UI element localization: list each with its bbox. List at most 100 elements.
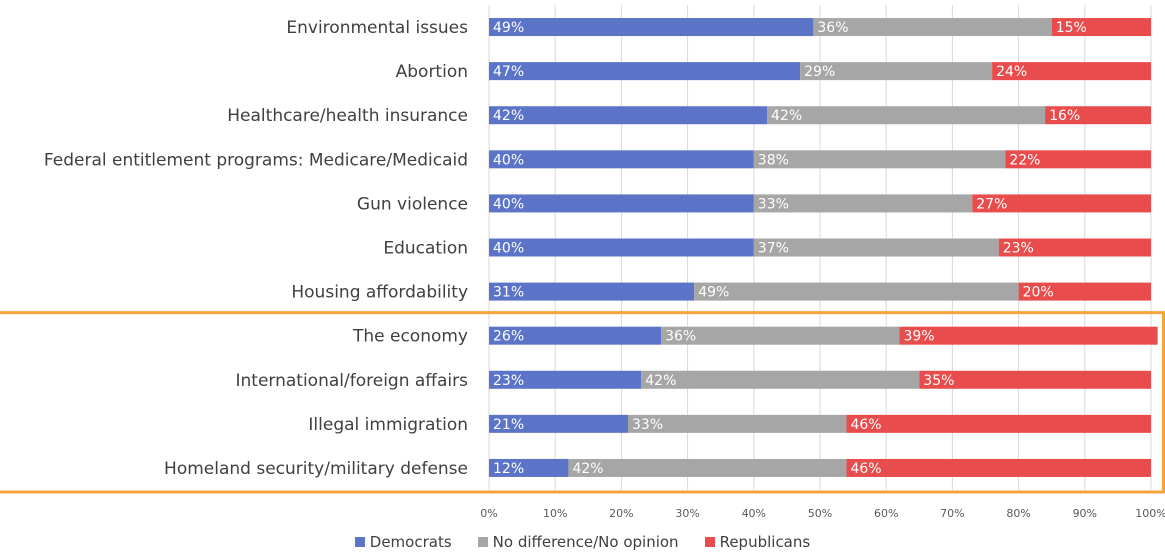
- data-label: 23%: [493, 373, 524, 389]
- x-tick-label: 100%: [1135, 507, 1165, 520]
- data-label: 33%: [758, 196, 789, 212]
- data-label: 27%: [976, 196, 1007, 212]
- category-label: Abortion: [396, 62, 468, 82]
- bar-segment-no-difference: [694, 282, 1019, 301]
- x-axis-ticks: 0% 10% 20% 30% 40% 50% 60% 70% 80% 90% 100%: [480, 507, 1165, 520]
- data-label: 46%: [850, 417, 881, 433]
- category-label: Healthcare/health insurance: [227, 106, 468, 126]
- bar-segment-no-difference: [641, 370, 920, 389]
- data-label: 20%: [1023, 285, 1054, 301]
- bar-segment-republicans: [846, 414, 1151, 433]
- bar-segment-democrats: [489, 18, 814, 37]
- x-tick-label: 70%: [940, 507, 964, 520]
- x-tick-label: 60%: [874, 507, 898, 520]
- data-label: 42%: [493, 108, 524, 124]
- data-label: 26%: [493, 329, 524, 345]
- bar-segment-republicans: [919, 370, 1151, 389]
- bars: 49% 36% 15% 47% 29% 24% 42% 42% 16% 40% 38% 22% 40% 3…: [489, 18, 1158, 477]
- data-label: 47%: [493, 64, 524, 80]
- data-label: 12%: [493, 461, 524, 477]
- data-label: 42%: [572, 461, 603, 477]
- data-label: 40%: [493, 152, 524, 168]
- stacked-bar-chart: Environmental issues Abortion Healthcare/h…: [0, 5, 1165, 520]
- data-label: 16%: [1049, 108, 1080, 124]
- category-label: Federal entitlement programs: Medicare/M…: [44, 150, 468, 170]
- data-label: 36%: [817, 20, 848, 36]
- category-label: The economy: [352, 327, 468, 347]
- legend-label-democrats: Democrats: [369, 533, 452, 551]
- data-label: 21%: [493, 417, 524, 433]
- bar-segment-no-difference: [767, 106, 1046, 125]
- legend-item-democrats: Democrats: [354, 533, 452, 551]
- legend-swatch-republicans: [704, 537, 715, 547]
- data-label: 33%: [632, 417, 663, 433]
- bar-segment-no-difference: [753, 150, 1006, 169]
- data-label: 39%: [903, 329, 934, 345]
- bar-segment-republicans: [899, 326, 1158, 345]
- bar-segment-no-difference: [813, 18, 1052, 37]
- data-label: 42%: [645, 373, 676, 389]
- data-label: 35%: [923, 373, 954, 389]
- bar-segment-republicans: [1018, 282, 1151, 301]
- bar-segment-republicans: [972, 194, 1151, 213]
- legend-swatch-democrats: [354, 537, 365, 547]
- bar-segment-democrats: [489, 326, 662, 345]
- bar-segment-no-difference: [753, 238, 999, 257]
- category-label: Illegal immigration: [308, 415, 468, 435]
- data-label: 42%: [771, 108, 802, 124]
- category-labels: Environmental issues Abortion Healthcare/h…: [44, 18, 468, 479]
- x-tick-label: 30%: [675, 507, 699, 520]
- x-tick-label: 40%: [742, 507, 766, 520]
- x-tick-label: 0%: [480, 507, 497, 520]
- bar-segment-democrats: [489, 414, 629, 433]
- category-label: Environmental issues: [286, 18, 468, 38]
- category-label: Homeland security/military defense: [164, 459, 468, 479]
- bar-segment-no-difference: [800, 62, 993, 81]
- legend-swatch-no-difference: [477, 537, 488, 547]
- bar-segment-no-difference: [568, 458, 847, 477]
- category-label: Gun violence: [357, 194, 468, 214]
- data-label: 31%: [493, 285, 524, 301]
- highlight-box: [0, 311, 1165, 494]
- bar-segment-democrats: [489, 370, 642, 389]
- bar-segment-no-difference: [628, 414, 847, 433]
- bar-segment-republicans: [1005, 150, 1151, 169]
- bar-segment-republicans: [992, 62, 1151, 81]
- bar-segment-no-difference: [661, 326, 900, 345]
- data-label: 24%: [996, 64, 1027, 80]
- x-tick-label: 10%: [543, 507, 567, 520]
- legend: Democrats No difference/No opinion Repub…: [0, 532, 1165, 552]
- data-label: 40%: [493, 196, 524, 212]
- x-tick-label: 50%: [808, 507, 832, 520]
- data-label: 36%: [665, 329, 696, 345]
- bar-segment-democrats: [489, 458, 569, 477]
- legend-item-republicans: Republicans: [704, 533, 811, 551]
- data-label: 15%: [1056, 20, 1087, 36]
- bar-segment-democrats: [489, 106, 768, 125]
- data-label: 37%: [758, 241, 789, 257]
- category-label: Education: [383, 239, 468, 259]
- data-label: 23%: [1003, 241, 1034, 257]
- data-label: 38%: [758, 152, 789, 168]
- legend-label-no-difference: No difference/No opinion: [492, 533, 679, 551]
- bar-segment-democrats: [489, 238, 754, 257]
- x-tick-label: 90%: [1073, 507, 1097, 520]
- bar-segment-democrats: [489, 150, 754, 169]
- bar-segment-republicans: [1045, 106, 1151, 125]
- bar-segment-democrats: [489, 62, 801, 81]
- bar-segment-republicans: [998, 238, 1151, 257]
- bar-segment-republicans: [846, 458, 1151, 477]
- data-label: 40%: [493, 241, 524, 257]
- bar-segment-democrats: [489, 282, 695, 301]
- data-label: 49%: [698, 285, 729, 301]
- category-label: Housing affordability: [291, 283, 468, 303]
- data-label: 49%: [493, 20, 524, 36]
- legend-label-republicans: Republicans: [719, 533, 811, 551]
- x-tick-label: 80%: [1006, 507, 1030, 520]
- bar-segment-democrats: [489, 194, 754, 213]
- category-label: International/foreign affairs: [236, 371, 469, 391]
- x-tick-label: 20%: [609, 507, 633, 520]
- bar-segment-republicans: [1051, 18, 1151, 37]
- data-label: 46%: [850, 461, 881, 477]
- bar-segment-no-difference: [753, 194, 973, 213]
